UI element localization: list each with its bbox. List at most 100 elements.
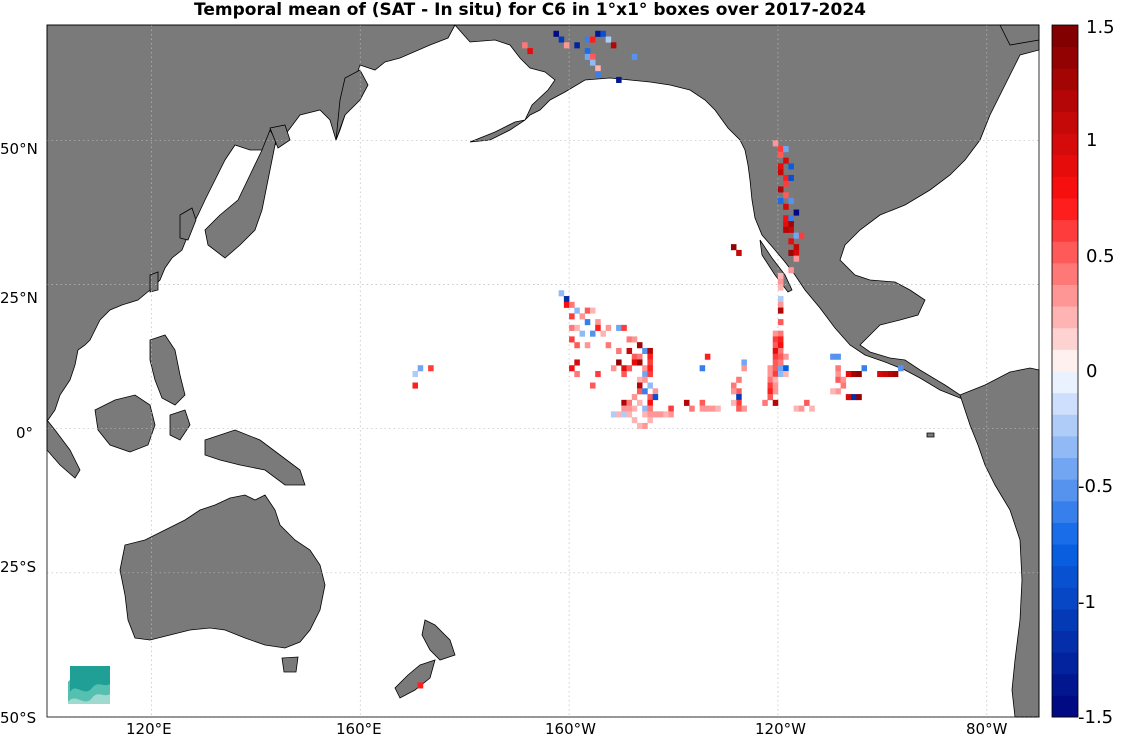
data-cell	[793, 232, 800, 239]
colorbar-segment	[1052, 306, 1078, 329]
data-cell	[772, 382, 779, 389]
data-cell	[636, 388, 643, 395]
data-cell	[683, 399, 690, 406]
colorbar-segment	[1052, 500, 1078, 523]
colorbar-segment	[1052, 479, 1078, 502]
lat-label-25n: 25°N	[0, 289, 38, 307]
data-cell	[772, 336, 779, 343]
colorbar-segment	[1052, 89, 1078, 112]
data-cell	[647, 399, 653, 406]
lon-label-160e: 160°E	[336, 720, 382, 738]
data-cell	[699, 399, 706, 406]
data-cell	[783, 365, 789, 372]
data-cell	[777, 198, 784, 205]
data-cell	[574, 307, 580, 314]
data-cell	[631, 336, 638, 343]
data-cell	[589, 59, 596, 66]
data-cell	[783, 226, 789, 233]
colorbar-segment	[1052, 133, 1078, 156]
colorbar-segment	[1052, 608, 1078, 631]
data-cell	[772, 330, 779, 337]
data-cell	[777, 353, 784, 360]
colorbar-segment	[1052, 392, 1078, 415]
data-cell	[767, 365, 774, 372]
data-cell	[835, 388, 841, 395]
data-cell	[777, 284, 784, 291]
colorbar-label-1-5: 1.5	[1086, 17, 1115, 38]
data-cell	[736, 388, 742, 395]
colorbar-segment	[1052, 435, 1078, 458]
data-cell	[777, 319, 784, 326]
data-cell	[589, 382, 596, 389]
data-cell	[621, 411, 627, 418]
data-cell	[642, 376, 648, 383]
colorbar-segment	[1052, 414, 1078, 437]
data-cell	[569, 313, 575, 320]
data-cell	[741, 405, 747, 412]
data-cell	[412, 382, 418, 389]
data-cell	[642, 371, 648, 378]
data-cell	[798, 232, 805, 239]
data-cell	[851, 394, 857, 401]
data-cell	[647, 347, 653, 354]
data-cell	[428, 365, 434, 372]
data-cell	[647, 405, 653, 412]
colorbar-label-1: 1	[1086, 130, 1098, 151]
data-cell	[605, 324, 612, 331]
data-cell	[710, 405, 716, 412]
colorbar-label-neg-0-5: -0.5	[1078, 476, 1114, 497]
colorbar-segment	[1052, 544, 1078, 567]
data-cell	[412, 371, 418, 378]
map-area	[46, 24, 1040, 718]
land-philippines	[149, 334, 186, 406]
lon-label-120e: 120°E	[126, 720, 172, 738]
data-cell	[647, 353, 653, 360]
data-cell	[621, 371, 627, 378]
data-cell	[892, 371, 899, 378]
data-cell	[783, 353, 789, 360]
data-cell	[736, 394, 742, 401]
colorbar-label-neg-1: -1	[1078, 592, 1096, 613]
data-cell	[621, 399, 627, 406]
data-cell	[636, 382, 643, 389]
salinity-pimep-logo	[64, 658, 204, 708]
data-cell	[610, 365, 617, 372]
data-cell	[636, 353, 643, 360]
data-cell	[704, 405, 711, 412]
data-cell	[783, 371, 789, 378]
data-cell	[553, 30, 559, 37]
data-cell	[730, 382, 737, 389]
data-cell	[736, 376, 742, 383]
data-cell	[835, 353, 841, 360]
data-cell	[877, 371, 883, 378]
land-alaska-peninsula	[469, 119, 526, 143]
data-cell	[631, 53, 638, 60]
data-cell	[579, 313, 586, 320]
data-cell	[636, 359, 643, 366]
colorbar-segment	[1052, 198, 1078, 221]
data-cell	[522, 42, 528, 49]
data-cell	[595, 371, 601, 378]
data-cell	[563, 301, 570, 308]
data-cell	[563, 296, 570, 303]
colorbar-segment	[1052, 284, 1078, 307]
data-cell	[584, 53, 591, 60]
data-cell	[642, 422, 648, 429]
data-cell	[631, 405, 638, 412]
colorbar	[1051, 24, 1079, 718]
data-cell	[777, 365, 784, 372]
land-korea	[179, 207, 197, 241]
data-cell	[574, 371, 580, 378]
data-cell	[569, 324, 575, 331]
colorbar-segment	[1052, 154, 1078, 177]
data-cell	[777, 342, 784, 349]
land-new-zealand-north	[421, 619, 456, 661]
data-cell	[574, 324, 580, 331]
data-cell	[887, 371, 894, 378]
colorbar-segment	[1052, 68, 1078, 91]
data-cell	[777, 301, 784, 308]
data-cell	[835, 376, 841, 383]
data-cell	[793, 255, 800, 262]
data-cell	[762, 399, 768, 406]
lat-label-0: 0°	[16, 424, 34, 442]
